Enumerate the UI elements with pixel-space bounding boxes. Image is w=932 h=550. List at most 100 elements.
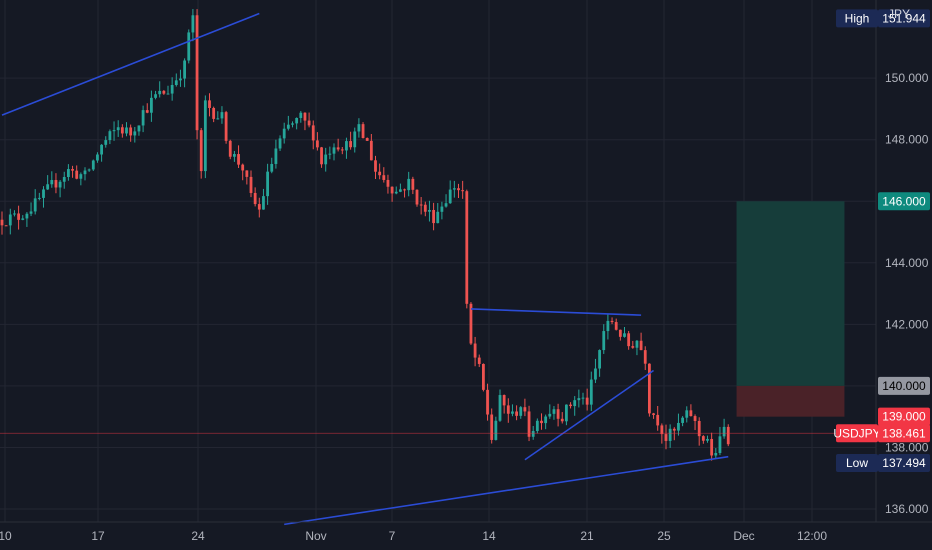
candle-body <box>419 204 423 206</box>
candle-body <box>643 350 647 364</box>
candle-body <box>469 303 473 344</box>
candle-body <box>365 138 369 141</box>
candle-body <box>693 416 697 421</box>
y-tick-label: 142.000 <box>885 317 929 331</box>
candle-body <box>120 127 124 134</box>
candle-body <box>170 85 174 94</box>
candle-body <box>54 180 58 188</box>
candle-body <box>245 170 249 177</box>
candle-body <box>270 163 274 172</box>
candle-body <box>718 436 722 454</box>
candle-body <box>569 404 572 407</box>
candle-body <box>602 331 606 351</box>
badge-label-bg <box>836 424 878 443</box>
candlestick-series <box>0 9 730 461</box>
candle-body <box>187 32 191 61</box>
candle-body <box>345 141 348 151</box>
candle-body <box>656 414 660 426</box>
long-position-tool[interactable] <box>736 201 845 417</box>
candle-body <box>722 426 726 437</box>
candle-body <box>179 78 182 81</box>
candle-body <box>411 178 415 190</box>
candle-body <box>166 93 170 95</box>
x-tick-label: 21 <box>580 529 594 543</box>
candle-body <box>610 320 614 323</box>
candle-body <box>639 340 643 351</box>
candle-body <box>465 191 469 304</box>
candle-body <box>332 147 336 154</box>
candle-body <box>228 140 232 157</box>
candle-body <box>399 189 402 192</box>
candle-body <box>340 149 344 151</box>
candle-body <box>195 15 199 131</box>
candle-body <box>403 189 406 191</box>
candle-body <box>635 340 639 348</box>
candle-body <box>511 411 514 414</box>
candle-body <box>316 140 319 148</box>
candle-body <box>672 428 676 431</box>
candle-body <box>237 154 240 165</box>
candle-body <box>498 395 502 421</box>
candle-body <box>349 141 352 148</box>
candle-body <box>577 398 581 401</box>
candle-body <box>71 169 74 171</box>
candle-body <box>212 107 216 119</box>
profit-zone <box>736 201 845 386</box>
candle-body <box>353 131 357 148</box>
candle-body <box>100 144 103 155</box>
candle-body <box>548 413 552 417</box>
x-tick-label: 17 <box>91 529 105 543</box>
badge-value: 151.944 <box>882 11 926 25</box>
candle-body <box>33 198 37 212</box>
time-axis[interactable]: 10 17 24 Nov 7 14 21 25 Dec 12:00 <box>0 529 827 543</box>
candle-body <box>515 411 518 416</box>
candle-body <box>535 420 539 432</box>
candle-body <box>668 428 672 441</box>
candle-body <box>158 90 162 95</box>
x-tick-label: 25 <box>657 529 671 543</box>
candle-body <box>13 213 16 215</box>
candle-body <box>519 407 523 416</box>
candle-body <box>233 154 236 157</box>
candle-body <box>191 15 195 33</box>
candle-body <box>336 147 340 150</box>
trendline-drawings[interactable] <box>1 12 729 526</box>
candle-body <box>660 425 664 435</box>
candle-body <box>585 397 589 405</box>
x-tick-label: 24 <box>191 529 205 543</box>
badge-label: Low <box>846 456 868 470</box>
x-tick-label: 10 <box>0 529 12 543</box>
badge-label-bg <box>836 454 878 473</box>
candle-body <box>490 414 494 440</box>
candle-body <box>162 90 166 94</box>
candle-body <box>83 170 87 175</box>
candle-body <box>423 204 427 212</box>
candle-body <box>125 127 128 134</box>
candle-body <box>618 329 622 337</box>
price-axis[interactable]: 136.000 138.000 140.000 142.000 144.000 146.0… <box>885 71 929 516</box>
candle-body <box>390 186 394 194</box>
badge-label: USDJPY <box>833 426 880 440</box>
candle-body <box>286 124 290 129</box>
candle-body <box>382 175 386 180</box>
badge-value: 140.000 <box>882 379 926 393</box>
candle-body <box>291 123 294 125</box>
candle-body <box>697 420 701 437</box>
candle-body <box>253 192 257 205</box>
candle-body <box>482 363 485 390</box>
candle-body <box>154 94 157 98</box>
candle-body <box>361 124 365 139</box>
candle-body <box>262 196 265 210</box>
candle-body <box>606 320 610 332</box>
y-tick-label: 136.000 <box>885 502 929 516</box>
candle-body <box>701 436 705 441</box>
candle-body <box>183 60 186 79</box>
candle-body <box>203 100 207 172</box>
candle-body <box>589 379 593 405</box>
candle-body <box>4 225 8 227</box>
candle-body <box>685 410 689 418</box>
trendline <box>284 455 729 526</box>
